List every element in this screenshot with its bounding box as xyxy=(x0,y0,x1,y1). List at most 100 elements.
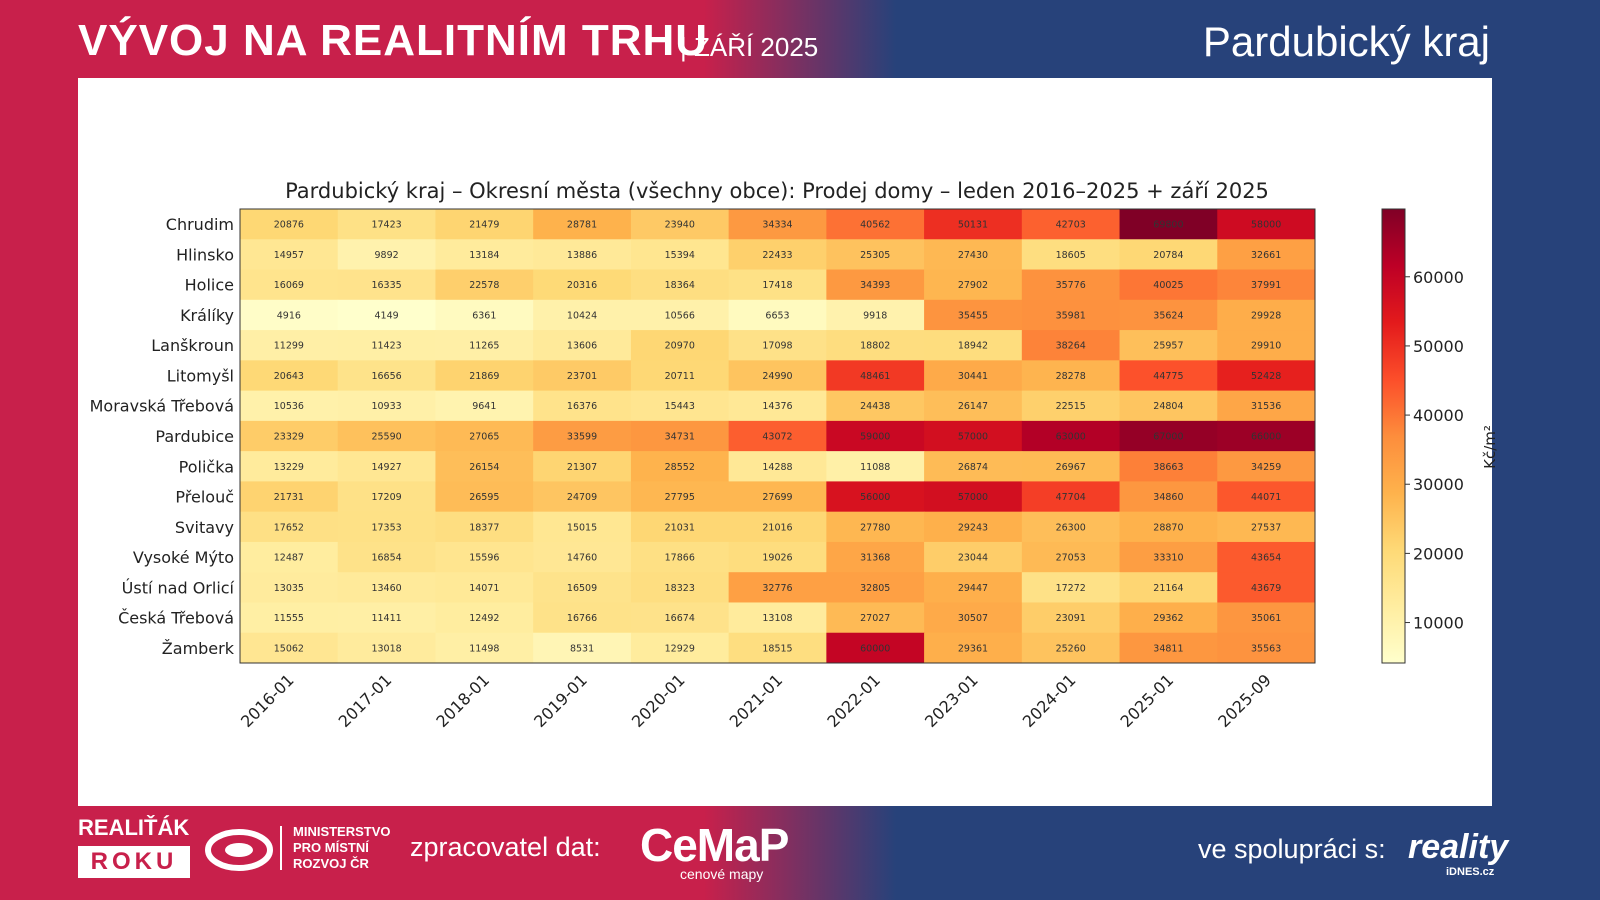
cell xyxy=(1119,209,1218,240)
y-tick-label: Moravská Třebová xyxy=(90,397,234,416)
cell-label: 13018 xyxy=(371,643,401,654)
cell xyxy=(1217,330,1316,361)
cell xyxy=(630,330,730,361)
cell-label: 17353 xyxy=(371,522,401,533)
cell-label: 16854 xyxy=(371,553,401,564)
cell xyxy=(1021,299,1121,331)
cell xyxy=(924,299,1023,331)
cell-label: 21164 xyxy=(1153,583,1183,594)
colorbar-tick-label: 60000 xyxy=(1413,268,1464,287)
cell-label: 59000 xyxy=(860,432,890,443)
cell xyxy=(533,360,632,392)
cell xyxy=(337,451,436,482)
cell xyxy=(1217,390,1316,422)
cell xyxy=(1119,360,1218,392)
cell xyxy=(630,239,730,271)
ministry-line: ROZVOJ ČR xyxy=(293,856,369,871)
cell xyxy=(435,602,534,634)
cell-label: 29362 xyxy=(1153,613,1183,624)
cell xyxy=(337,420,436,452)
cell-label: 14760 xyxy=(567,553,597,564)
cell-label: 14288 xyxy=(762,462,792,473)
cell-label: 50131 xyxy=(958,220,988,231)
cell xyxy=(240,390,339,422)
cell-label: 6361 xyxy=(472,310,496,321)
cell-label: 4149 xyxy=(374,310,398,321)
cell-label: 14957 xyxy=(274,250,304,261)
cell xyxy=(533,511,632,543)
header-title: VÝVOJ NA REALITNÍM TRHU xyxy=(78,16,709,65)
cell-label: 17652 xyxy=(274,522,304,533)
cell-label: 17098 xyxy=(762,341,792,352)
cell-label: 6653 xyxy=(765,310,789,321)
cell-label: 24709 xyxy=(567,492,597,503)
cell-label: 25260 xyxy=(1056,643,1086,654)
x-tick-label: 2025-09 xyxy=(1214,670,1275,731)
cell xyxy=(630,209,730,240)
cell-label: 18515 xyxy=(762,643,792,654)
cell-label: 16674 xyxy=(665,613,695,624)
cell-label: 17418 xyxy=(762,280,792,291)
cell-label: 15596 xyxy=(469,553,499,564)
cell-label: 24438 xyxy=(860,401,890,412)
cell xyxy=(1217,632,1316,664)
cell-label: 34393 xyxy=(860,280,890,291)
cell-label: 27430 xyxy=(958,250,988,261)
cell-label: 18802 xyxy=(860,341,890,352)
cell xyxy=(1119,511,1218,543)
cell xyxy=(435,390,534,422)
cell xyxy=(435,632,534,664)
cell-label: 31536 xyxy=(1251,401,1281,412)
cell xyxy=(924,572,1023,603)
cell-label: 20316 xyxy=(567,280,597,291)
cell-label: 16376 xyxy=(567,401,597,412)
cell-label: 25957 xyxy=(1153,341,1183,352)
cell-label: 29928 xyxy=(1251,310,1281,321)
cell-label: 14927 xyxy=(371,462,401,473)
cell-label: 13606 xyxy=(567,341,597,352)
x-tick-label: 2023-01 xyxy=(921,670,982,731)
cell-label: 11498 xyxy=(469,643,499,654)
cell-label: 22515 xyxy=(1056,401,1086,412)
ministry-line: MINISTERSTVO xyxy=(293,824,391,839)
cell xyxy=(337,239,436,271)
cell-label: 18364 xyxy=(665,280,695,291)
cell-label: 18942 xyxy=(958,341,988,352)
cell xyxy=(1217,209,1316,240)
cell xyxy=(1021,330,1121,361)
cell xyxy=(337,602,436,634)
cell xyxy=(1119,390,1218,422)
cell-label: 14376 xyxy=(762,401,792,412)
cell-label: 35624 xyxy=(1153,310,1183,321)
award-bottom: ROKU xyxy=(78,846,190,878)
cell-label: 34334 xyxy=(762,220,792,231)
cell xyxy=(1217,269,1316,301)
cell xyxy=(240,299,339,331)
plot-frame xyxy=(239,208,1316,664)
cell xyxy=(240,572,339,603)
cell-label: 35563 xyxy=(1251,643,1281,654)
cell xyxy=(826,239,925,271)
cell xyxy=(533,572,632,603)
cell xyxy=(826,299,925,331)
cell-label: 30507 xyxy=(958,613,988,624)
x-tick-label: 2019-01 xyxy=(530,670,591,731)
y-tick-label: Vysoké Mýto xyxy=(133,548,234,567)
cell xyxy=(826,360,925,392)
cell xyxy=(924,511,1023,543)
y-tick-label: Přelouč xyxy=(175,488,234,507)
cell xyxy=(728,360,827,392)
y-tick-label: Ústí nad Orlicí xyxy=(122,578,235,597)
cell-label: 29447 xyxy=(958,583,988,594)
cell xyxy=(533,541,632,573)
cell xyxy=(1217,481,1316,513)
cell xyxy=(1217,602,1316,634)
cell xyxy=(240,602,339,634)
cell xyxy=(435,511,534,543)
cell-label: 10424 xyxy=(567,310,597,321)
partner-logo: reality xyxy=(1408,828,1509,866)
cell xyxy=(826,511,925,543)
cell-label: 40562 xyxy=(860,220,890,231)
y-tick-label: Hlinsko xyxy=(176,245,234,264)
